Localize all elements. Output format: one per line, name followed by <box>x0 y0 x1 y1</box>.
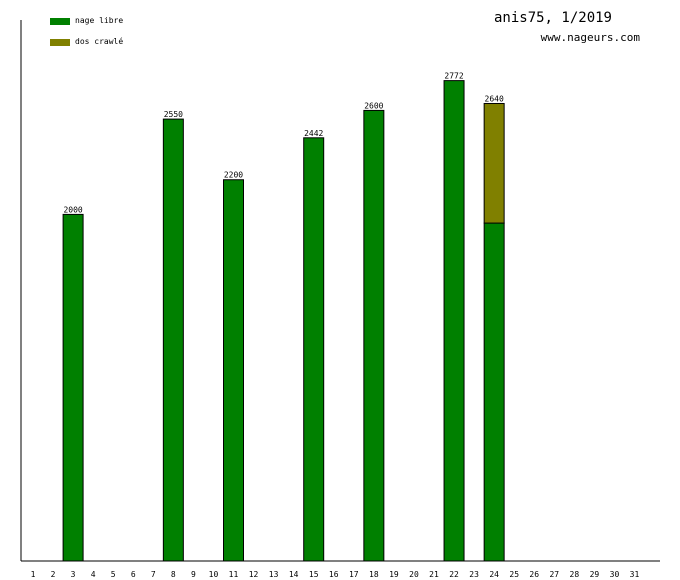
x-tick-label: 22 <box>449 570 459 579</box>
x-tick-label: 1 <box>31 570 36 579</box>
bar-nage-libre <box>483 222 505 562</box>
x-tick-label: 18 <box>369 570 379 579</box>
x-tick-label: 29 <box>590 570 600 579</box>
bar-nage-libre <box>62 213 84 562</box>
x-tick-label: 31 <box>630 570 640 579</box>
x-tick-label: 14 <box>289 570 299 579</box>
bar-value-label: 2200 <box>224 171 243 180</box>
x-tick-label: 21 <box>429 570 439 579</box>
x-tick-label: 10 <box>209 570 219 579</box>
bar-value-label: 2000 <box>63 205 82 214</box>
x-tick-label: 7 <box>151 570 156 579</box>
x-tick-label: 12 <box>249 570 259 579</box>
bar-value-label: 2550 <box>164 110 183 119</box>
chart-title: anis75, 1/2019 <box>493 10 612 26</box>
x-tick-label: 17 <box>349 570 359 579</box>
x-tick-label: 28 <box>570 570 580 579</box>
legend-label-nage-libre: nage libre <box>75 16 124 25</box>
x-tick-label: 30 <box>610 570 620 579</box>
x-tick-label: 23 <box>469 570 479 579</box>
x-tick-label: 2 <box>51 570 56 579</box>
x-tick-label: 27 <box>549 570 559 579</box>
bar-dos-crawle <box>483 102 505 224</box>
x-tick-label: 5 <box>111 570 116 579</box>
bar-value-label: 2640 <box>485 94 504 103</box>
x-tick-label: 11 <box>229 570 239 579</box>
bars-group: 2000 2550 2200 2442 2600 2772 2640 <box>62 72 505 562</box>
bar-nage-libre <box>303 137 325 562</box>
x-tick-label: 3 <box>71 570 76 579</box>
bar-nage-libre <box>363 109 385 562</box>
bar-value-label: 2600 <box>364 101 383 110</box>
bar-value-label: 2772 <box>444 72 463 81</box>
x-tick-label: 26 <box>529 570 539 579</box>
bar-value-label: 2442 <box>304 129 323 138</box>
x-tick-label: 9 <box>191 570 196 579</box>
legend-swatch-nage-libre <box>50 18 70 25</box>
x-tick-label: 25 <box>509 570 519 579</box>
x-tick-label: 6 <box>131 570 136 579</box>
bar-nage-libre <box>162 118 184 562</box>
x-tick-label: 8 <box>171 570 176 579</box>
bar-nage-libre <box>223 179 244 562</box>
site-url: www.nageurs.com <box>540 31 640 44</box>
x-tick-label: 4 <box>91 570 96 579</box>
x-tick-label: 24 <box>489 570 499 579</box>
legend-swatch-dos-crawle <box>50 39 70 46</box>
x-tick-label: 16 <box>329 570 339 579</box>
x-tick-label: 13 <box>269 570 279 579</box>
legend-label-dos-crawle: dos crawlé <box>75 37 124 46</box>
bar-nage-libre <box>443 80 465 562</box>
x-tick-label: 19 <box>389 570 399 579</box>
x-tick-label: 20 <box>409 570 419 579</box>
x-tick-label: 15 <box>309 570 319 579</box>
x-tick-labels: 1 2 3 4 5 6 7 8 9 10 11 12 13 14 15 16 17 18 19 20 21 22 23 24 2… <box>31 570 640 579</box>
